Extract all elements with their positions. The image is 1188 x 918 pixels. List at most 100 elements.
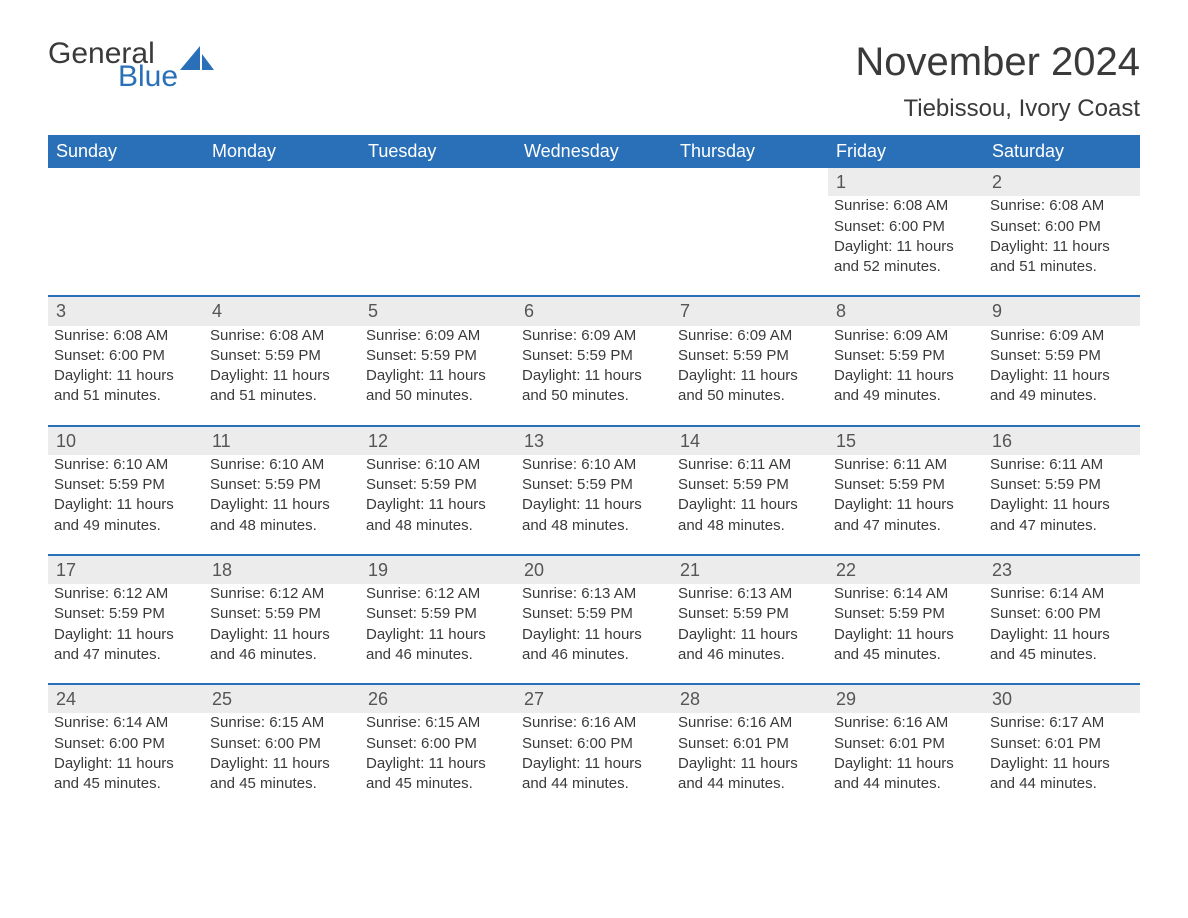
- sunset-line: Sunset: 5:59 PM: [210, 475, 354, 495]
- daylight-line: Daylight: 11 hours and 45 minutes.: [210, 754, 354, 795]
- day-number: 21: [672, 555, 828, 584]
- sunrise-line: Sunrise: 6:13 AM: [678, 584, 822, 604]
- daylight-line: Daylight: 11 hours and 46 minutes.: [522, 625, 666, 666]
- day-detail: Sunrise: 6:08 AMSunset: 6:00 PMDaylight:…: [48, 326, 204, 426]
- day-detail: Sunrise: 6:13 AMSunset: 5:59 PMDaylight:…: [672, 584, 828, 684]
- sunset-line: Sunset: 5:59 PM: [678, 604, 822, 624]
- daylight-line: Daylight: 11 hours and 51 minutes.: [54, 366, 198, 407]
- day-number: 18: [204, 555, 360, 584]
- daylight-line: Daylight: 11 hours and 52 minutes.: [834, 237, 978, 278]
- day-detail: Sunrise: 6:10 AMSunset: 5:59 PMDaylight:…: [516, 455, 672, 555]
- daylight-line: Daylight: 11 hours and 45 minutes.: [990, 625, 1134, 666]
- empty-cell: [360, 168, 516, 196]
- week-number-row: 12: [48, 168, 1140, 196]
- sunset-line: Sunset: 5:59 PM: [366, 346, 510, 366]
- daylight-line: Daylight: 11 hours and 44 minutes.: [678, 754, 822, 795]
- sunset-line: Sunset: 5:59 PM: [522, 475, 666, 495]
- week-detail-row: Sunrise: 6:08 AMSunset: 6:00 PMDaylight:…: [48, 326, 1140, 426]
- day-detail: Sunrise: 6:13 AMSunset: 5:59 PMDaylight:…: [516, 584, 672, 684]
- sunset-line: Sunset: 5:59 PM: [834, 475, 978, 495]
- week-number-row: 10111213141516: [48, 426, 1140, 455]
- day-detail: Sunrise: 6:11 AMSunset: 5:59 PMDaylight:…: [984, 455, 1140, 555]
- sunrise-line: Sunrise: 6:09 AM: [678, 326, 822, 346]
- sunset-line: Sunset: 5:59 PM: [54, 604, 198, 624]
- day-number: 11: [204, 426, 360, 455]
- day-detail: Sunrise: 6:08 AMSunset: 6:00 PMDaylight:…: [984, 196, 1140, 296]
- sunrise-line: Sunrise: 6:08 AM: [990, 196, 1134, 216]
- day-detail: Sunrise: 6:11 AMSunset: 5:59 PMDaylight:…: [828, 455, 984, 555]
- sunset-line: Sunset: 5:59 PM: [366, 475, 510, 495]
- day-detail: Sunrise: 6:09 AMSunset: 5:59 PMDaylight:…: [516, 326, 672, 426]
- empty-cell: [516, 168, 672, 196]
- sunset-line: Sunset: 6:01 PM: [678, 734, 822, 754]
- sunrise-line: Sunrise: 6:09 AM: [834, 326, 978, 346]
- sunrise-line: Sunrise: 6:14 AM: [990, 584, 1134, 604]
- day-number: 16: [984, 426, 1140, 455]
- day-number: 28: [672, 684, 828, 713]
- day-header: Friday: [828, 135, 984, 168]
- day-number: 13: [516, 426, 672, 455]
- sunrise-line: Sunrise: 6:14 AM: [834, 584, 978, 604]
- sunrise-line: Sunrise: 6:14 AM: [54, 713, 198, 733]
- calendar-table: SundayMondayTuesdayWednesdayThursdayFrid…: [48, 135, 1140, 812]
- day-detail: Sunrise: 6:10 AMSunset: 5:59 PMDaylight:…: [48, 455, 204, 555]
- sunset-line: Sunset: 5:59 PM: [54, 475, 198, 495]
- sunset-line: Sunset: 5:59 PM: [678, 475, 822, 495]
- day-detail: Sunrise: 6:14 AMSunset: 6:00 PMDaylight:…: [984, 584, 1140, 684]
- week-number-row: 24252627282930: [48, 684, 1140, 713]
- day-detail: Sunrise: 6:16 AMSunset: 6:00 PMDaylight:…: [516, 713, 672, 812]
- daylight-line: Daylight: 11 hours and 45 minutes.: [834, 625, 978, 666]
- day-header: Sunday: [48, 135, 204, 168]
- daylight-line: Daylight: 11 hours and 44 minutes.: [522, 754, 666, 795]
- daylight-line: Daylight: 11 hours and 46 minutes.: [678, 625, 822, 666]
- day-detail: Sunrise: 6:09 AMSunset: 5:59 PMDaylight:…: [828, 326, 984, 426]
- sunrise-line: Sunrise: 6:12 AM: [366, 584, 510, 604]
- week-detail-row: Sunrise: 6:10 AMSunset: 5:59 PMDaylight:…: [48, 455, 1140, 555]
- sail-icon: [180, 46, 214, 79]
- sunset-line: Sunset: 5:59 PM: [990, 346, 1134, 366]
- day-number: 20: [516, 555, 672, 584]
- day-number: 10: [48, 426, 204, 455]
- day-number: 7: [672, 296, 828, 325]
- sunset-line: Sunset: 6:01 PM: [834, 734, 978, 754]
- day-detail: Sunrise: 6:09 AMSunset: 5:59 PMDaylight:…: [984, 326, 1140, 426]
- sunset-line: Sunset: 6:00 PM: [990, 217, 1134, 237]
- sunset-line: Sunset: 5:59 PM: [990, 475, 1134, 495]
- sunrise-line: Sunrise: 6:09 AM: [366, 326, 510, 346]
- day-header: Tuesday: [360, 135, 516, 168]
- sunset-line: Sunset: 5:59 PM: [834, 604, 978, 624]
- daylight-line: Daylight: 11 hours and 46 minutes.: [366, 625, 510, 666]
- day-detail: Sunrise: 6:09 AMSunset: 5:59 PMDaylight:…: [360, 326, 516, 426]
- sunset-line: Sunset: 6:00 PM: [54, 346, 198, 366]
- sunrise-line: Sunrise: 6:09 AM: [990, 326, 1134, 346]
- day-number: 6: [516, 296, 672, 325]
- day-detail: Sunrise: 6:09 AMSunset: 5:59 PMDaylight:…: [672, 326, 828, 426]
- day-detail: Sunrise: 6:12 AMSunset: 5:59 PMDaylight:…: [360, 584, 516, 684]
- logo: General Blue: [48, 40, 214, 90]
- month-title: November 2024: [855, 40, 1140, 85]
- sunrise-line: Sunrise: 6:10 AM: [366, 455, 510, 475]
- daylight-line: Daylight: 11 hours and 44 minutes.: [834, 754, 978, 795]
- day-header-row: SundayMondayTuesdayWednesdayThursdayFrid…: [48, 135, 1140, 168]
- day-number: 30: [984, 684, 1140, 713]
- sunrise-line: Sunrise: 6:10 AM: [54, 455, 198, 475]
- empty-cell: [516, 196, 672, 296]
- day-header: Thursday: [672, 135, 828, 168]
- sunrise-line: Sunrise: 6:10 AM: [210, 455, 354, 475]
- sunrise-line: Sunrise: 6:16 AM: [678, 713, 822, 733]
- day-detail: Sunrise: 6:14 AMSunset: 6:00 PMDaylight:…: [48, 713, 204, 812]
- header: General Blue November 2024 Tiebissou, Iv…: [48, 40, 1140, 123]
- day-detail: Sunrise: 6:15 AMSunset: 6:00 PMDaylight:…: [204, 713, 360, 812]
- day-detail: Sunrise: 6:16 AMSunset: 6:01 PMDaylight:…: [672, 713, 828, 812]
- day-detail: Sunrise: 6:14 AMSunset: 5:59 PMDaylight:…: [828, 584, 984, 684]
- sunset-line: Sunset: 6:00 PM: [834, 217, 978, 237]
- day-detail: Sunrise: 6:08 AMSunset: 5:59 PMDaylight:…: [204, 326, 360, 426]
- sunrise-line: Sunrise: 6:17 AM: [990, 713, 1134, 733]
- day-number: 9: [984, 296, 1140, 325]
- sunset-line: Sunset: 6:00 PM: [366, 734, 510, 754]
- sunrise-line: Sunrise: 6:15 AM: [366, 713, 510, 733]
- daylight-line: Daylight: 11 hours and 50 minutes.: [522, 366, 666, 407]
- empty-cell: [360, 196, 516, 296]
- day-header: Saturday: [984, 135, 1140, 168]
- daylight-line: Daylight: 11 hours and 50 minutes.: [366, 366, 510, 407]
